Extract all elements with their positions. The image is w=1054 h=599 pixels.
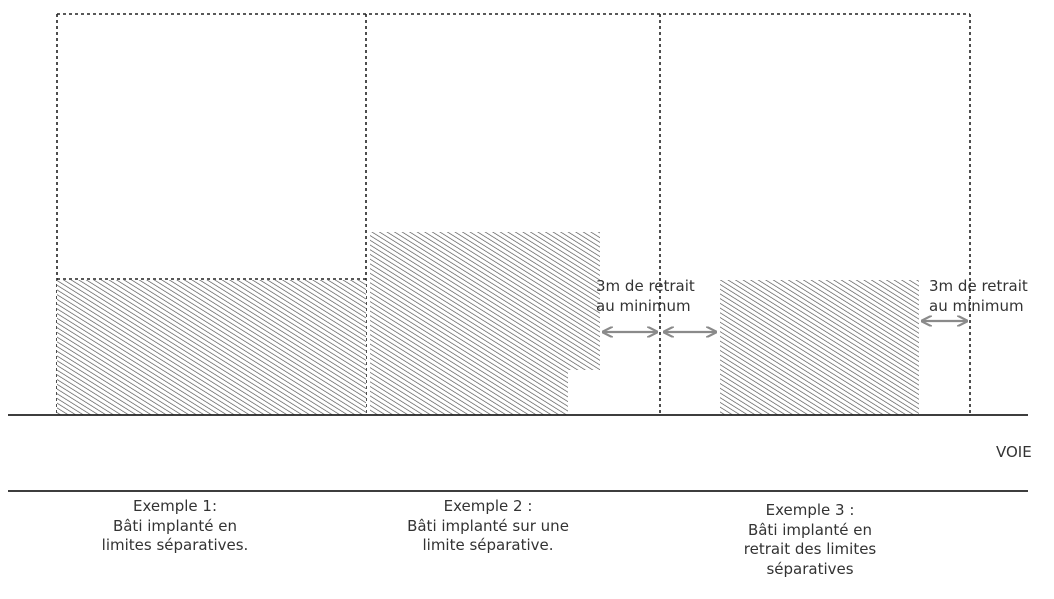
setback-label-a-line1: 3m de retrait (596, 277, 695, 295)
caption-example-3-line1: Bâti implanté en (747, 520, 873, 539)
caption-example-2-title: Exemple 2 : (443, 497, 533, 515)
road-label: VOIE (996, 443, 1032, 461)
caption-example-3-title: Exemple 3 : (765, 501, 855, 519)
building-example-3 (720, 280, 919, 415)
setback-label-a-line2: au minimum (596, 297, 691, 315)
caption-example-1-line2: limites séparatives. (101, 536, 249, 554)
caption-example-3: Exemple 3 : Bâti implanté en retrait des… (695, 501, 925, 579)
caption-example-3-line3: séparatives (766, 559, 854, 578)
caption-example-1-title: Exemple 1: (132, 497, 218, 515)
caption-example-3-line2: retrait des limites (743, 540, 877, 558)
building-example-1 (57, 280, 366, 415)
building-example-2 (370, 232, 600, 415)
setback-label-b: 3m de retrait au minimum (929, 276, 1028, 316)
caption-example-2-line2: limite séparative. (422, 536, 554, 554)
setback-label-b-line1: 3m de retrait (929, 277, 1028, 295)
caption-example-2: Exemple 2 : Bâti implanté sur une limite… (368, 497, 608, 556)
caption-example-1: Exemple 1: Bâti implanté en limites sépa… (60, 497, 290, 556)
caption-example-1-line1: Bâti implanté en (112, 516, 238, 535)
setback-label-b-line2: au minimum (929, 297, 1024, 315)
setback-label-a: 3m de retrait au minimum (596, 276, 695, 316)
caption-example-2-line1: Bâti implanté sur une (407, 516, 569, 535)
